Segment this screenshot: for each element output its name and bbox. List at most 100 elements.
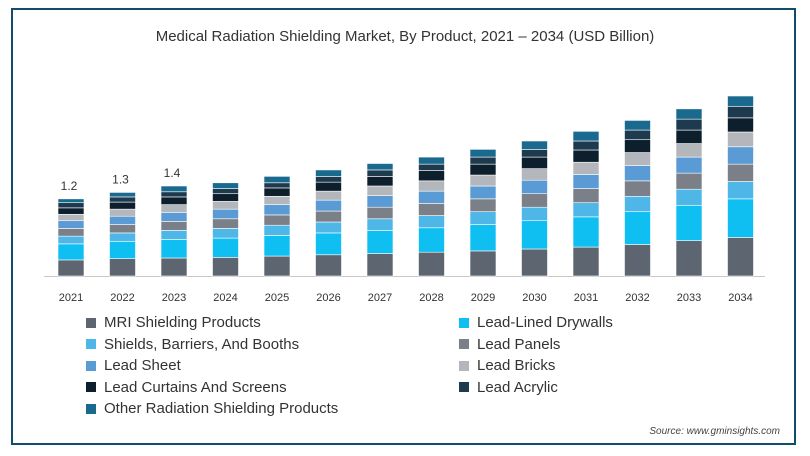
bar-stack-2028	[418, 156, 445, 277]
bar-segment-2028-7	[418, 163, 445, 171]
bar-segment-2026-7	[315, 176, 342, 183]
bar-segment-2024-1	[212, 237, 239, 258]
bar-segment-2034-3	[727, 163, 754, 182]
bar-segment-2024-0	[212, 257, 239, 277]
bar-segment-2023-0	[160, 257, 188, 277]
x-tick-label: 2032	[625, 292, 649, 304]
legend-swatch	[86, 382, 96, 392]
bar-segment-2026-2	[315, 221, 342, 234]
bar-segment-2031-1	[572, 216, 600, 248]
bar-segment-2032-5	[624, 152, 651, 166]
bar-segment-2034-5	[727, 131, 754, 148]
bar-segment-2032-8	[624, 120, 651, 131]
bar-segment-2032-7	[624, 129, 651, 141]
bar-segment-2030-7	[521, 149, 548, 158]
bar-segment-2029-6	[469, 163, 497, 176]
bar-segment-2027-1	[366, 230, 394, 254]
x-tick-label: 2030	[522, 292, 546, 304]
bar-segment-2023-8	[160, 185, 188, 193]
bar-segment-2023-5	[160, 204, 188, 213]
bar-segment-2024-4	[212, 208, 239, 220]
bar-segment-2022-3	[109, 224, 136, 234]
bar-segment-2025-0	[263, 255, 291, 277]
bar-stack-2027	[366, 163, 394, 277]
x-tick-label: 2024	[213, 292, 237, 304]
bar-segment-2025-6	[263, 187, 291, 197]
legend-label: Lead Bricks	[477, 357, 556, 374]
bar-segment-2026-6	[315, 181, 342, 192]
bar-segment-2029-7	[469, 156, 497, 165]
bar-segment-2033-5	[675, 143, 703, 158]
legend-item: MRI Shielding Products	[86, 314, 261, 331]
bar-segment-2021-2	[57, 235, 85, 245]
bar-segment-2030-1	[521, 220, 548, 250]
bar-segment-2023-7	[160, 191, 188, 198]
bar-segment-2025-7	[263, 182, 291, 189]
bar-segment-2026-0	[315, 254, 342, 277]
legend-swatch	[86, 403, 96, 414]
bar-segment-2027-3	[366, 206, 394, 220]
bar-segment-2026-1	[315, 232, 342, 256]
bar-segment-2027-0	[366, 253, 394, 277]
bar-segment-2028-4	[418, 190, 445, 204]
legend-label: Lead Acrylic	[477, 378, 558, 396]
bar-segment-2025-2	[263, 224, 291, 236]
bar-segment-2031-6	[572, 149, 600, 163]
bar-segment-2032-1	[624, 211, 651, 245]
legend-label: MRI Shielding Products	[104, 314, 261, 331]
bar-segment-2021-1	[57, 243, 85, 261]
legend-swatch	[86, 339, 96, 349]
bar-segment-2028-6	[418, 170, 445, 182]
legend-item: Lead Acrylic	[459, 379, 558, 396]
x-tick-label: 2033	[677, 292, 701, 304]
legend-label: Lead Sheet	[104, 357, 181, 374]
bar-segment-2033-0	[675, 240, 703, 277]
bar-segment-2026-3	[315, 210, 342, 223]
legend-swatch	[459, 317, 469, 328]
bar-segment-2027-7	[366, 169, 394, 177]
bar-segment-2028-2	[418, 215, 445, 229]
bar-segment-2034-1	[727, 198, 754, 238]
bar-segment-2027-6	[366, 176, 394, 187]
bar-segment-2033-7	[675, 118, 703, 131]
bar-stack-2031	[572, 131, 600, 277]
bar-segment-2022-4	[109, 215, 136, 225]
legend-item: Lead Panels	[459, 336, 560, 353]
bar-segment-2021-6	[57, 207, 85, 215]
bar-segment-2026-8	[315, 169, 342, 177]
bar-segment-2027-4	[366, 195, 394, 208]
bar-segment-2028-5	[418, 180, 445, 192]
bar-segment-2032-6	[624, 139, 651, 153]
bar-segment-2022-6	[109, 201, 136, 210]
bar-segment-2027-2	[366, 218, 394, 231]
bar-segment-2032-2	[624, 195, 651, 213]
bar-segment-2025-4	[263, 204, 291, 216]
bar-segment-2028-8	[418, 156, 445, 165]
bar-segment-2023-3	[160, 221, 188, 231]
legend-label: Shields, Barriers, And Booths	[104, 335, 300, 353]
bar-stack-2030	[521, 140, 548, 277]
bar-segment-2034-4	[727, 146, 754, 165]
data-label: 1.4	[164, 166, 181, 180]
bar-segment-2026-4	[315, 199, 342, 212]
bar-stack-2033	[675, 108, 703, 277]
legend-label: Lead Panels	[477, 335, 561, 353]
bar-segment-2033-6	[675, 129, 703, 144]
legend-item: Shields, Barriers, And Booths	[86, 336, 299, 353]
bar-segment-2024-2	[212, 228, 239, 239]
bar-segment-2022-0	[109, 258, 136, 277]
x-tick-label: 2025	[265, 292, 289, 304]
bar-segment-2029-8	[469, 149, 497, 158]
bar-stack-2025	[263, 176, 291, 277]
bar-segment-2032-4	[624, 165, 651, 182]
bar-segment-2027-5	[366, 185, 394, 196]
bar-stack-2022	[109, 192, 136, 277]
legend-item: Lead Bricks	[459, 357, 555, 374]
bar-segment-2026-5	[315, 190, 342, 201]
bar-segment-2028-1	[418, 227, 445, 253]
legend-swatch	[459, 339, 469, 349]
legend-label: Lead-Lined Drywalls	[477, 314, 613, 331]
bar-segment-2030-6	[521, 156, 548, 169]
bar-segment-2024-6	[212, 193, 239, 202]
bar-stack-2026	[315, 169, 342, 277]
